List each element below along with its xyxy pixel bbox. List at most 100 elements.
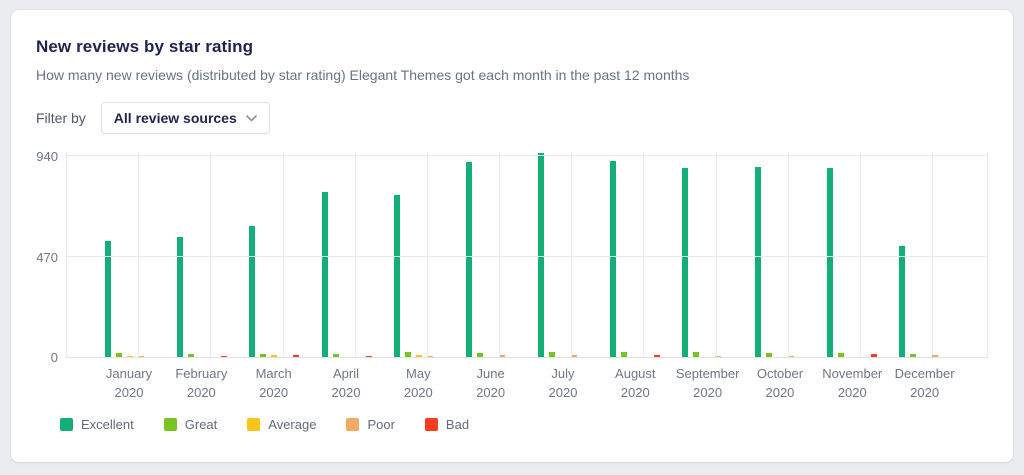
plot-right-spacer [932, 152, 987, 357]
bar-great-september[interactable] [693, 352, 700, 357]
bar-poor-september[interactable] [715, 355, 722, 357]
filter-row: Filter by All review sources [36, 102, 988, 134]
bar-great-february[interactable] [188, 353, 195, 357]
bar-great-january[interactable] [116, 353, 122, 357]
bar-great-november[interactable] [837, 352, 844, 357]
bar-excellent-november[interactable] [826, 168, 833, 357]
bar-great-july[interactable] [549, 352, 556, 357]
bar-bad-august[interactable] [654, 355, 661, 357]
bar-great-april[interactable] [332, 353, 339, 357]
x-label-cell: September 2020 [645, 364, 740, 408]
bar-average-may[interactable] [415, 355, 422, 357]
bar-excellent-june[interactable] [465, 161, 472, 357]
month-cell-april [282, 152, 372, 357]
bar-excellent-december[interactable] [898, 245, 905, 357]
bar-great-october[interactable] [765, 352, 772, 357]
bar-bad-november[interactable] [870, 354, 877, 357]
plot-area [66, 152, 988, 358]
y-tick-label: 0 [50, 350, 58, 365]
month-cell-january [66, 152, 144, 357]
bar-excellent-april[interactable] [321, 191, 328, 357]
bar-excellent-october[interactable] [754, 166, 761, 357]
x-label-cell: July 2020 [500, 364, 578, 408]
x-label-cell: March 2020 [211, 364, 292, 408]
bar-excellent-july[interactable] [538, 153, 545, 357]
x-label-cell: January 2020 [66, 364, 152, 408]
bar-great-march[interactable] [260, 353, 267, 357]
x-label-cell: November 2020 [789, 364, 882, 408]
bar-bad-march[interactable] [293, 355, 300, 357]
x-axis-label-september: September 2020 [675, 366, 740, 400]
bar-excellent-march[interactable] [249, 225, 256, 357]
review-sources-dropdown[interactable]: All review sources [100, 102, 270, 134]
gridline-horizontal [66, 255, 987, 257]
bar-great-december[interactable] [909, 354, 916, 357]
x-axis-label-may: May 2020 [403, 366, 433, 400]
bar-group-may [393, 194, 444, 357]
bar-great-may[interactable] [404, 352, 411, 357]
bar-great-august[interactable] [621, 352, 628, 357]
bar-excellent-may[interactable] [393, 194, 400, 357]
legend-item-poor[interactable]: Poor [346, 417, 395, 432]
x-axis-label-november: November 2020 [822, 366, 883, 400]
legend-label-great: Great [184, 417, 218, 432]
bar-chart: 0 470 940 January 2020 February 2020 March 2020… [36, 149, 988, 432]
chevron-down-icon [245, 114, 257, 122]
month-cell-october [715, 152, 794, 357]
month-cell-november [787, 152, 877, 357]
month-cell-september [643, 152, 722, 357]
bar-poor-may[interactable] [426, 355, 433, 357]
x-label-cell: October 2020 [717, 364, 803, 408]
x-label-cell: June 2020 [428, 364, 505, 408]
filter-by-label: Filter by [36, 110, 86, 126]
bar-group-november [826, 168, 877, 357]
legend-swatch-excellent [60, 418, 73, 431]
y-tick-label: 940 [36, 149, 58, 165]
legend-swatch-poor [346, 418, 360, 431]
bar-great-june[interactable] [476, 352, 483, 357]
bar-average-january[interactable] [127, 355, 133, 357]
legend-swatch-average [247, 418, 261, 431]
x-axis-label-july: July 2020 [548, 366, 578, 400]
x-label-cell: December 2020 [862, 364, 955, 408]
x-axis-label-march: March 2020 [255, 366, 292, 400]
bar-average-march[interactable] [271, 354, 278, 357]
x-axis-label-october: October 2020 [756, 366, 804, 400]
bar-excellent-february[interactable] [177, 237, 184, 357]
y-tick-label: 470 [36, 249, 58, 265]
month-cell-june [426, 152, 505, 357]
bar-poor-october[interactable] [787, 355, 794, 357]
x-label-cell: August 2020 [572, 364, 655, 408]
month-cell-december [859, 152, 938, 357]
bar-bad-april[interactable] [365, 355, 372, 357]
bar-group-march [249, 225, 300, 357]
bar-group-january [105, 240, 155, 357]
legend-swatch-bad [424, 418, 438, 431]
x-label-cell: April 2020 [283, 364, 361, 408]
bar-poor-june[interactable] [498, 355, 505, 357]
bar-group-february [177, 237, 228, 357]
bar-excellent-august[interactable] [610, 160, 617, 357]
bar-bad-february[interactable] [221, 355, 228, 357]
bar-excellent-january[interactable] [105, 240, 111, 357]
x-axis-label-february: February 2020 [175, 366, 228, 400]
month-cell-march [210, 152, 300, 357]
x-label-cell: May 2020 [355, 364, 433, 408]
legend-item-great[interactable]: Great [163, 417, 218, 432]
bar-group-april [321, 191, 372, 357]
legend-item-bad[interactable]: Bad [424, 417, 469, 432]
bar-group-august [610, 160, 661, 357]
legend-item-average[interactable]: Average [247, 417, 316, 432]
x-axis-label-january: January 2020 [105, 366, 153, 400]
bar-excellent-september[interactable] [682, 168, 689, 357]
bar-poor-january[interactable] [138, 355, 144, 357]
x-axis-label-august: August 2020 [615, 366, 656, 400]
legend-label-average: Average [268, 417, 317, 432]
bar-group-july [538, 153, 588, 357]
month-cell-july [499, 152, 578, 357]
bar-group-december [898, 245, 949, 357]
bar-poor-july[interactable] [571, 355, 578, 357]
bar-poor-december[interactable] [931, 355, 938, 357]
x-axis-label-june: June 2020 [476, 366, 506, 400]
legend-item-excellent[interactable]: Excellent [60, 417, 134, 432]
